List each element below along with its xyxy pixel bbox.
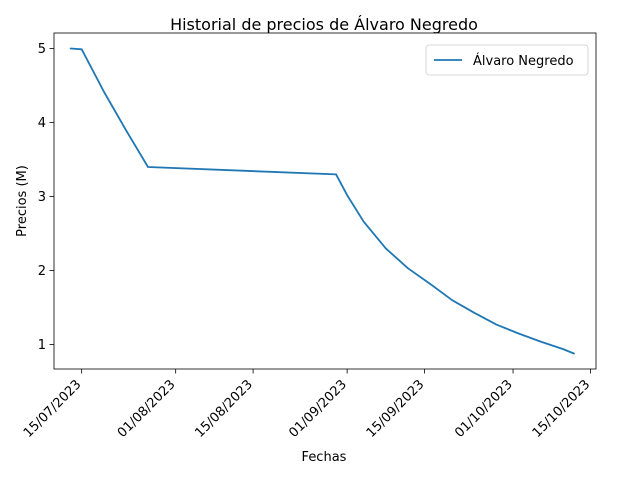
y-tick-label: 3 (38, 190, 46, 205)
x-tick-label: 15/09/2023 (364, 377, 428, 441)
series-line (69, 47, 575, 355)
y-axis: 1 2 3 4 5 (38, 42, 54, 353)
plot-area (53, 32, 597, 370)
legend-box (425, 44, 589, 76)
chart-title: Historial de precios de Álvaro Negredo (170, 15, 478, 34)
legend-label: Álvaro Negredo (473, 53, 574, 69)
legend: Álvaro Negredo (425, 44, 589, 76)
y-axis-label: Precios (M) (15, 165, 30, 237)
x-tick-label: 15/07/2023 (21, 377, 85, 441)
y-tick-label: 4 (38, 116, 46, 131)
x-axis-label: Fechas (302, 450, 347, 465)
y-tick-label: 2 (38, 264, 46, 279)
y-tick-label: 1 (38, 338, 46, 353)
x-tick-label: 15/08/2023 (192, 377, 256, 441)
series-layer (69, 47, 575, 355)
y-tick-label: 5 (38, 42, 46, 57)
x-tick-label: 01/09/2023 (286, 377, 350, 441)
x-axis: 15/07/2023 01/08/2023 15/08/2023 01/09/2023… (21, 369, 593, 441)
x-tick-label: 01/08/2023 (115, 377, 179, 441)
x-tick-label: 15/10/2023 (530, 377, 594, 441)
x-tick-label: 01/10/2023 (452, 377, 516, 441)
